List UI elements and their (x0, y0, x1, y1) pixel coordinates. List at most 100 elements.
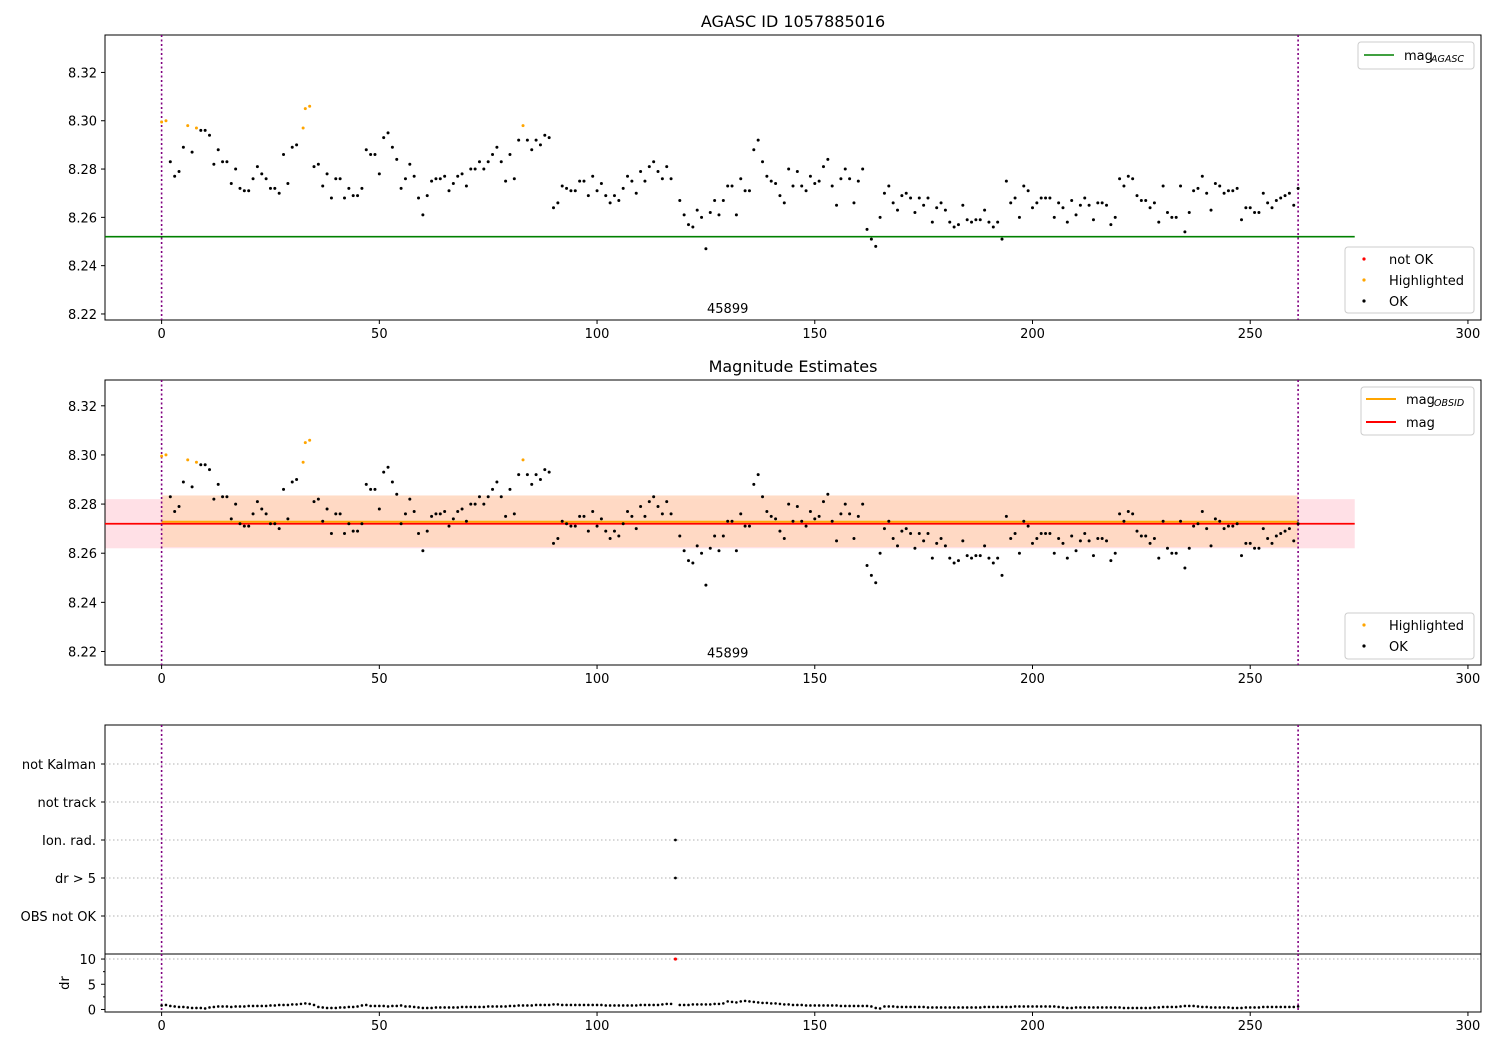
dr-point (304, 1002, 307, 1005)
ok-point (713, 534, 717, 538)
dr-point (517, 1004, 520, 1007)
dr-point (1070, 1006, 1073, 1010)
ok-point (255, 165, 259, 169)
ok-point (282, 487, 286, 491)
ok-point (234, 167, 238, 171)
ok-point (425, 194, 429, 198)
ok-point (364, 482, 368, 486)
ok-point (830, 184, 834, 188)
dr-point (665, 1002, 669, 1006)
ok-point (491, 153, 495, 157)
ok-point (530, 148, 534, 152)
dr-point (486, 1005, 490, 1008)
ok-point (1113, 551, 1117, 555)
ok-point (1244, 541, 1248, 545)
ok-point (1196, 522, 1200, 526)
ok-point (1044, 532, 1048, 536)
ok-point (1096, 201, 1100, 205)
flag-marker (674, 838, 677, 842)
ok-point (438, 177, 442, 181)
dr-point (874, 1006, 878, 1010)
ok-point (765, 174, 769, 178)
ok-point (961, 539, 965, 543)
ok-point (316, 497, 320, 501)
dr-point (1275, 1005, 1278, 1009)
ok-point (1091, 218, 1095, 222)
ok-point (181, 145, 185, 149)
ok-point (430, 514, 434, 518)
dr-point (952, 1006, 956, 1009)
ok-point (586, 529, 590, 533)
ok-point (878, 215, 882, 219)
ok-point (1148, 541, 1152, 545)
dr-point (560, 1003, 564, 1007)
ok-point (647, 500, 651, 504)
ok-point (347, 522, 351, 526)
mag-panel-ytick-label: 8.22 (68, 645, 97, 660)
ok-point (730, 184, 734, 188)
ok-point (247, 524, 251, 528)
dr-point (634, 1004, 638, 1007)
ok-point (956, 559, 960, 563)
dr-point (1044, 1005, 1047, 1008)
ok-point (1261, 527, 1265, 531)
dr-point (704, 1003, 708, 1006)
ok-point (1105, 203, 1109, 207)
dr-point (1083, 1006, 1087, 1009)
dr-point (1013, 1005, 1017, 1008)
ok-point (1183, 566, 1187, 570)
dr-point (1157, 1006, 1161, 1009)
ok-point (1009, 536, 1013, 540)
dr-point (939, 1006, 943, 1009)
ok-point (856, 514, 860, 518)
dr-point (782, 1003, 786, 1006)
ok-point (412, 509, 416, 513)
ok-point (726, 519, 730, 523)
ok-point (456, 509, 460, 513)
ok-point (617, 534, 621, 538)
dr-point (617, 1004, 621, 1007)
dr-panel-xtick-label: 250 (1238, 1019, 1263, 1034)
dr-point (513, 1004, 516, 1008)
ok-point (1113, 215, 1117, 219)
flag-category-label: not Kalman (22, 758, 96, 773)
dr-point (447, 1006, 451, 1009)
dr-point (813, 1004, 817, 1007)
dr-point (1109, 1006, 1113, 1009)
dr-point (708, 1003, 712, 1006)
ok-point (477, 160, 481, 164)
ok-point (821, 500, 825, 504)
dr-point (347, 1005, 351, 1009)
highlighted-point (160, 120, 164, 124)
agasc-panel-ytick-label: 8.26 (68, 211, 97, 226)
ok-point (935, 206, 939, 210)
ok-point (1235, 522, 1239, 526)
ok-point (1226, 524, 1230, 528)
highlighted-point (303, 107, 307, 111)
ok-point (704, 583, 708, 587)
legend-label: not OK (1389, 253, 1434, 268)
ok-point (203, 128, 207, 132)
ok-point (321, 519, 325, 523)
ok-point (1187, 211, 1191, 215)
dr-point (1113, 1006, 1117, 1009)
dr-panel-xtick-label: 150 (802, 1019, 827, 1034)
dr-point (870, 1005, 873, 1008)
dr-point (682, 1003, 686, 1007)
legend-subscript-obsid: OBSID (1434, 398, 1464, 409)
ok-point (438, 512, 442, 516)
obsid-annotation: 45899 (707, 302, 748, 317)
ok-point (1266, 201, 1270, 205)
dr-point (717, 1002, 721, 1006)
ok-point (652, 495, 656, 499)
ok-point (922, 203, 926, 207)
legend-marker (1362, 278, 1366, 282)
ok-point (643, 514, 647, 518)
agasc-panel-ytick-label: 8.30 (68, 115, 97, 130)
dr-point (495, 1005, 499, 1008)
ok-point (525, 473, 529, 477)
ok-point (795, 169, 799, 173)
legend-subscript-agasc: AGASC (1430, 54, 1464, 65)
ok-point (752, 482, 756, 486)
ok-point (364, 148, 368, 152)
